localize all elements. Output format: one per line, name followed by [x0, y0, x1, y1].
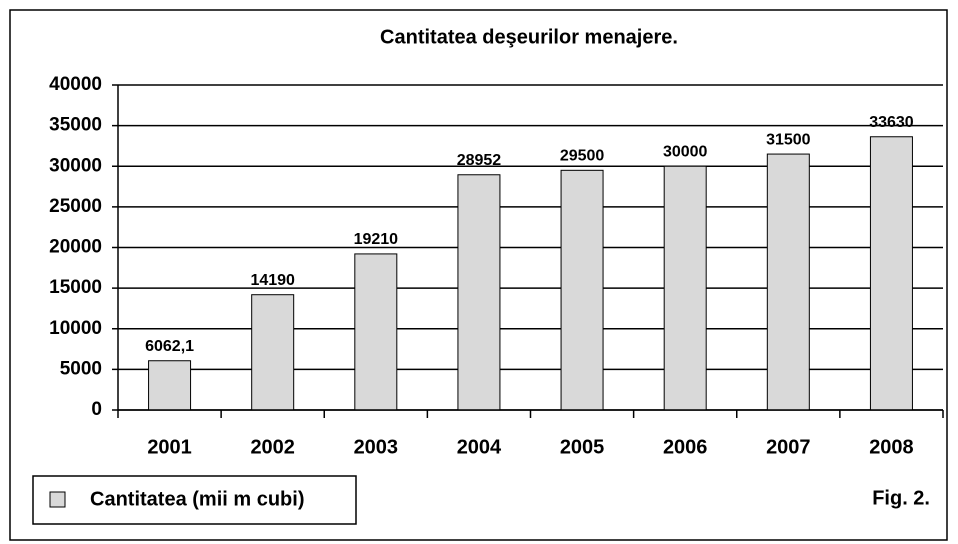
bar	[251, 294, 295, 411]
x-tick-label: 2008	[869, 436, 914, 458]
bar	[663, 165, 707, 411]
x-tick-label: 2003	[354, 436, 399, 458]
value-label: 6062,1	[145, 338, 194, 355]
bar	[354, 253, 398, 411]
y-tick-label: 35000	[49, 115, 102, 136]
y-tick-label: 15000	[49, 277, 102, 298]
x-tick-label: 2006	[663, 436, 708, 458]
chart-title: Cantitatea deşeurilor menajere.	[380, 26, 678, 48]
y-tick-label: 0	[91, 399, 102, 420]
x-tick-label: 2004	[457, 436, 502, 458]
value-label: 30000	[663, 143, 708, 160]
figure-label: Fig. 2.	[872, 487, 930, 509]
y-tick-label: 25000	[49, 196, 102, 217]
bar	[457, 174, 501, 411]
y-tick-label: 20000	[49, 237, 102, 258]
value-label: 19210	[354, 231, 399, 248]
y-tick-label: 40000	[49, 74, 102, 95]
x-tick-label: 2005	[560, 436, 605, 458]
y-tick-label: 30000	[49, 155, 102, 176]
bar	[869, 136, 913, 411]
legend-swatch	[49, 491, 66, 508]
value-label: 29500	[560, 148, 605, 165]
value-label: 33630	[869, 114, 914, 131]
x-tick-label: 2007	[766, 436, 811, 458]
bar	[148, 360, 192, 411]
bar	[766, 153, 810, 411]
y-tick-label: 5000	[60, 358, 102, 379]
x-tick-label: 2002	[250, 436, 295, 458]
bar	[560, 169, 604, 411]
y-tick-label: 10000	[49, 318, 102, 339]
legend-label: Cantitatea (mii m cubi)	[90, 488, 304, 510]
legend-box	[32, 475, 357, 525]
x-tick-label: 2001	[147, 436, 192, 458]
value-label: 31500	[766, 131, 811, 148]
value-label: 14190	[250, 272, 295, 289]
value-label: 28952	[457, 152, 502, 169]
